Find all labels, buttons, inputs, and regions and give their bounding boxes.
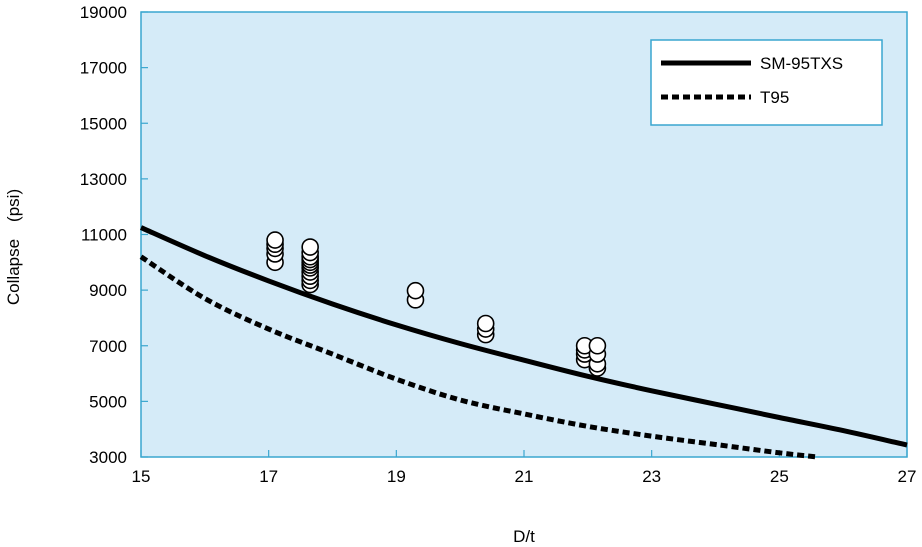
y-tick-label: 11000 — [81, 226, 127, 245]
series-line-t95 — [139, 254, 818, 460]
data-point — [301, 238, 319, 256]
y-tick-label: 13000 — [80, 170, 127, 189]
y-tick-label: 19000 — [80, 3, 127, 22]
data-point — [588, 336, 607, 355]
series-lines — [139, 225, 908, 460]
y-tick-label: 9000 — [89, 281, 127, 300]
x-tick-label: 25 — [770, 467, 789, 486]
y-tick-label: 3000 — [89, 448, 127, 467]
legend: SM-95TXS T95 — [650, 39, 883, 126]
ticks: 15 17 19 21 23 25 27 3000 5000 7000 9000 11000 13000… — [80, 3, 917, 486]
y-tick-label: 7000 — [89, 337, 127, 356]
data-point — [476, 314, 495, 333]
y-tick-label: 17000 — [80, 59, 127, 78]
x-tick-label: 15 — [132, 467, 151, 486]
y-tick-label: 5000 — [89, 392, 127, 411]
series-line-sm-95txs — [139, 225, 908, 448]
x-tick-label: 17 — [259, 467, 278, 486]
legend-label-t95: T95 — [760, 88, 789, 107]
data-points — [266, 231, 607, 377]
data-point — [406, 281, 425, 300]
data-point — [266, 231, 284, 249]
legend-box — [650, 39, 883, 126]
y-tick-label: 15000 — [80, 114, 127, 133]
x-tick-label: 27 — [898, 467, 917, 486]
x-axis-title: D/t — [513, 527, 535, 546]
x-tick-label: 21 — [515, 467, 534, 486]
x-tick-label: 23 — [642, 467, 661, 486]
x-tick-label: 19 — [387, 467, 406, 486]
y-axis-title: Collapse (psi) — [4, 189, 23, 305]
legend-label-sm95txs: SM-95TXS — [760, 54, 843, 73]
